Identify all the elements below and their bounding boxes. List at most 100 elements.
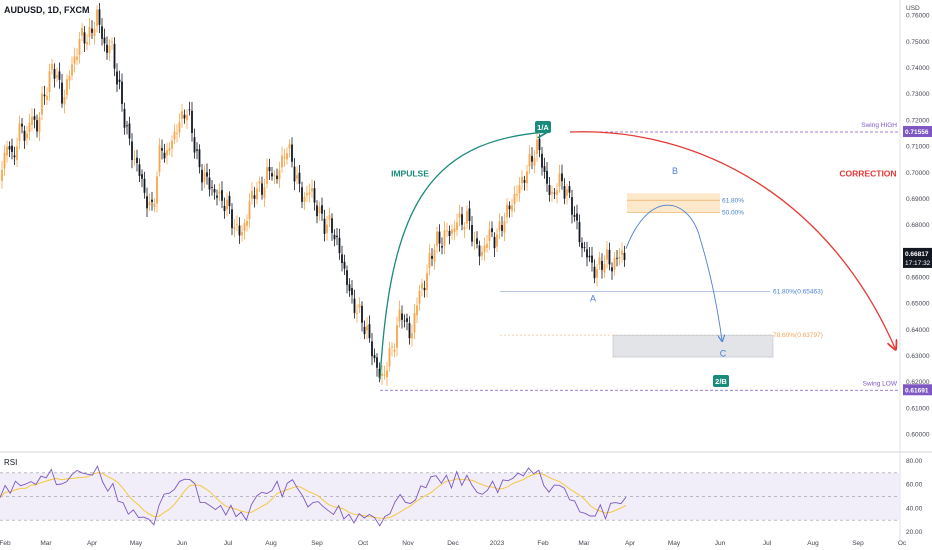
- candle-body: [376, 357, 378, 368]
- candle-body: [551, 191, 553, 194]
- y-tick-label: 0.61000: [906, 405, 930, 412]
- candle-body: [318, 207, 321, 214]
- candle-body: [451, 229, 453, 234]
- x-tick-label: May: [668, 540, 681, 547]
- candle-body: [303, 196, 306, 202]
- candle-body: [148, 202, 151, 206]
- candle-body: [496, 234, 498, 247]
- swing-high-label: Swing HIGH: [861, 122, 897, 129]
- candle-body: [316, 205, 318, 217]
- candle-body: [246, 221, 248, 226]
- candle-body: [468, 208, 471, 221]
- candle-body: [508, 205, 511, 210]
- candle-body: [131, 141, 133, 160]
- candle-body: [93, 28, 96, 37]
- swing-low-price-bg: [903, 384, 932, 396]
- candle-body: [103, 37, 106, 44]
- candle-body: [78, 38, 81, 55]
- y-tick-label: 0.64000: [906, 327, 930, 334]
- candle-body: [446, 230, 448, 232]
- candle-body: [543, 166, 546, 172]
- swing-low-label: Swing LOW: [863, 380, 898, 387]
- x-tick-label: Mar: [578, 540, 590, 547]
- candle-body: [491, 228, 493, 233]
- candle-body: [326, 224, 328, 233]
- candle-body: [163, 152, 166, 159]
- candle-body: [488, 229, 491, 241]
- candle-body: [553, 192, 556, 194]
- candle-body: [233, 227, 236, 230]
- candle-body: [561, 173, 563, 182]
- x-tick-label: Jun: [715, 540, 726, 547]
- y-tick-label: 0.74000: [906, 65, 930, 72]
- y-tick-label: 0.68000: [906, 222, 930, 229]
- candle-body: [593, 266, 596, 279]
- candle-body: [518, 185, 521, 194]
- last-price-countdown: 17:17:32: [905, 260, 931, 267]
- candle-body: [278, 170, 281, 180]
- candle-body: [428, 252, 431, 269]
- y-tick-label: 0.62000: [906, 379, 930, 386]
- candle-body: [236, 224, 238, 226]
- candle-body: [573, 214, 576, 217]
- candle-body: [68, 76, 71, 81]
- candle-body: [243, 223, 246, 232]
- candle-body: [398, 309, 401, 322]
- candle-body: [36, 120, 38, 132]
- candle-body: [501, 225, 503, 231]
- candle-body: [88, 26, 91, 37]
- y-tick-label: 0.75000: [906, 39, 930, 46]
- candle-body: [273, 174, 276, 176]
- candle-body: [208, 177, 211, 190]
- candle-body: [623, 252, 626, 261]
- candle-body: [126, 125, 128, 127]
- candle-body: [98, 9, 101, 25]
- candle-body: [458, 213, 461, 218]
- candle-body: [231, 209, 233, 229]
- candle-body: [18, 123, 21, 142]
- candle-body: [311, 188, 313, 192]
- fib-retracement-zone: [627, 193, 720, 213]
- candle-body: [218, 191, 221, 194]
- candle-body: [621, 250, 623, 255]
- candle-body: [101, 26, 103, 39]
- candle-body: [366, 325, 368, 331]
- candle-body: [438, 231, 441, 244]
- correction-label: CORRECTION: [839, 169, 896, 179]
- candle-body: [166, 150, 168, 156]
- candle-body: [528, 153, 531, 167]
- candle-body: [433, 249, 436, 262]
- candle-body: [476, 238, 478, 244]
- candle-body: [526, 171, 528, 184]
- x-tick-label: Apr: [87, 540, 98, 547]
- candle-body: [498, 221, 501, 231]
- x-tick-label: Sep: [311, 540, 323, 547]
- rsi-tick-label: 20.00: [906, 529, 923, 536]
- candle-body: [353, 298, 356, 313]
- candle-body: [71, 64, 73, 76]
- wave-2b-label: 2/B: [715, 377, 727, 386]
- candle-body: [513, 193, 516, 204]
- candle-body: [238, 225, 241, 236]
- candle-body: [48, 71, 51, 92]
- candle-body: [368, 324, 371, 339]
- candle-body: [456, 222, 458, 231]
- candle-body: [346, 270, 348, 285]
- x-tick-label: Oc: [898, 540, 907, 547]
- candle-body: [283, 156, 286, 159]
- candle-body: [578, 222, 581, 243]
- candle-body: [348, 284, 351, 291]
- x-tick-label: Jul: [224, 540, 233, 547]
- candle-body: [373, 355, 376, 359]
- candle-body: [511, 205, 513, 211]
- candle-body: [536, 139, 538, 154]
- candle-body: [183, 114, 186, 119]
- candle-body: [106, 44, 108, 53]
- candle-body: [481, 251, 483, 256]
- candle-body: [288, 144, 291, 149]
- candle-body: [186, 114, 188, 121]
- candle-body: [121, 81, 123, 104]
- candle-body: [253, 195, 256, 199]
- candle-body: [478, 245, 481, 257]
- candle-body: [261, 183, 263, 195]
